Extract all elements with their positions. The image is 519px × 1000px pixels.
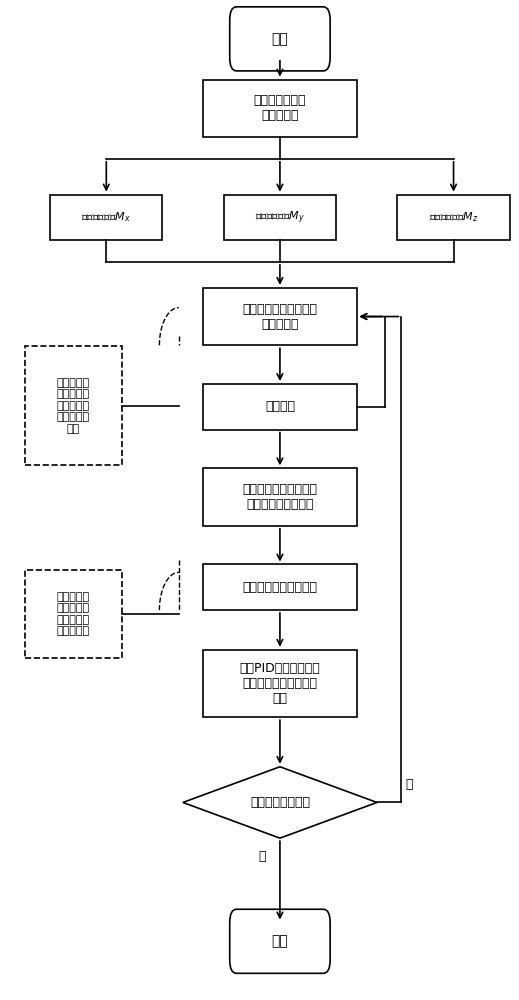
Text: 串联构建反馈线性化的
非线性系统进行解耦: 串联构建反馈线性化的 非线性系统进行解耦 [242, 483, 318, 511]
Text: 开始: 开始 [271, 32, 288, 46]
Text: 解耦是否满足要求: 解耦是否满足要求 [250, 796, 310, 809]
Text: 求逆系统: 求逆系统 [265, 400, 295, 413]
Polygon shape [183, 767, 377, 838]
FancyBboxPatch shape [230, 7, 330, 71]
Bar [203, 384, 357, 430]
Text: 通过模型参
考自适应控
制对残余耦
合进行抑制: 通过模型参 考自适应控 制对残余耦 合进行抑制 [57, 592, 90, 636]
Text: 开始: 开始 [271, 934, 288, 948]
Text: 基于PID的鲁棒参考自
适应控制的解耦控制器
设计: 基于PID的鲁棒参考自 适应控制的解耦控制器 设计 [240, 662, 320, 705]
Text: 否: 否 [405, 778, 413, 791]
Text: 动力学方程：$M_z$: 动力学方程：$M_z$ [429, 210, 479, 224]
Text: 平台框架动力学
方程的建立: 平台框架动力学 方程的建立 [254, 94, 306, 122]
Bar [224, 195, 336, 240]
Bar [203, 288, 357, 345]
Bar [203, 564, 357, 610]
Bar [24, 346, 121, 465]
Text: 建立惯性稳定平台伪线
性系统方程: 建立惯性稳定平台伪线 性系统方程 [242, 303, 318, 331]
Bar [24, 570, 121, 658]
FancyBboxPatch shape [230, 909, 330, 973]
Bar [203, 650, 357, 717]
Text: 引入自适应的误差信号: 引入自适应的误差信号 [242, 581, 318, 594]
Text: 通过逆系统
反馈线性化
对稳定平台
进行非线性
解耦: 通过逆系统 反馈线性化 对稳定平台 进行非线性 解耦 [57, 378, 90, 434]
Bar [398, 195, 510, 240]
Text: 动力学方程：$M_x$: 动力学方程：$M_x$ [81, 210, 131, 224]
Text: 动力学方程：$M_y$: 动力学方程：$M_y$ [255, 209, 305, 226]
Bar [203, 80, 357, 137]
Text: 是: 是 [258, 850, 266, 863]
Bar [203, 468, 357, 526]
Bar [50, 195, 162, 240]
